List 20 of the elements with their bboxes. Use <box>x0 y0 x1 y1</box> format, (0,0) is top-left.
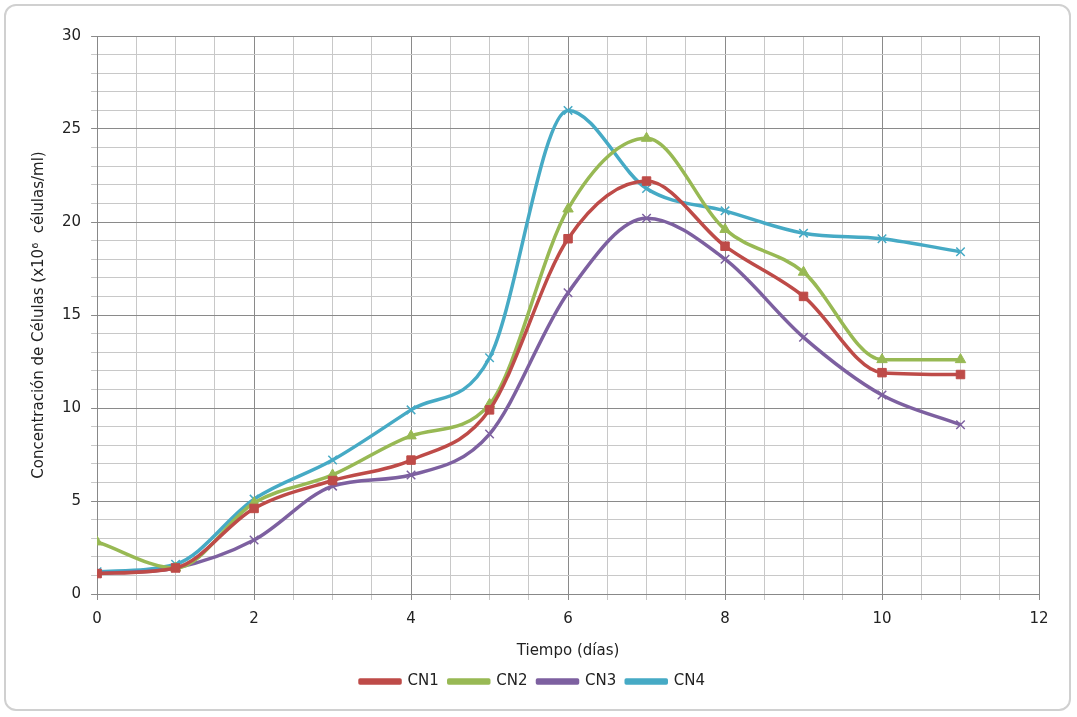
x-tick-label: 12 <box>1029 608 1049 627</box>
y-tick-label: 0 <box>71 583 82 602</box>
y-tick-label: 20 <box>61 211 82 230</box>
x-tick-label: 2 <box>249 608 259 627</box>
y-tick-label: 10 <box>61 397 82 416</box>
y-tick-label: 15 <box>61 304 82 323</box>
x-tick-label: 0 <box>92 608 102 627</box>
y-tick-label: 30 <box>61 25 82 44</box>
x-tick-label: 10 <box>872 608 892 627</box>
x-tick-label: 4 <box>406 608 416 627</box>
legend-label: CN1 <box>407 671 439 690</box>
x-axis-title: Tiempo (días) <box>515 640 620 659</box>
y-tick-label: 5 <box>71 490 82 509</box>
x-tick-label: 8 <box>720 608 730 627</box>
legend-label: CN4 <box>673 671 705 690</box>
x-tick-label: 6 <box>563 608 573 627</box>
y-axis-title: Concentración de Células (x10⁶ células/ml) <box>28 151 47 479</box>
legend-label: CN3 <box>585 671 617 690</box>
legend-label: CN2 <box>496 671 528 690</box>
y-tick-label: 25 <box>61 118 82 137</box>
